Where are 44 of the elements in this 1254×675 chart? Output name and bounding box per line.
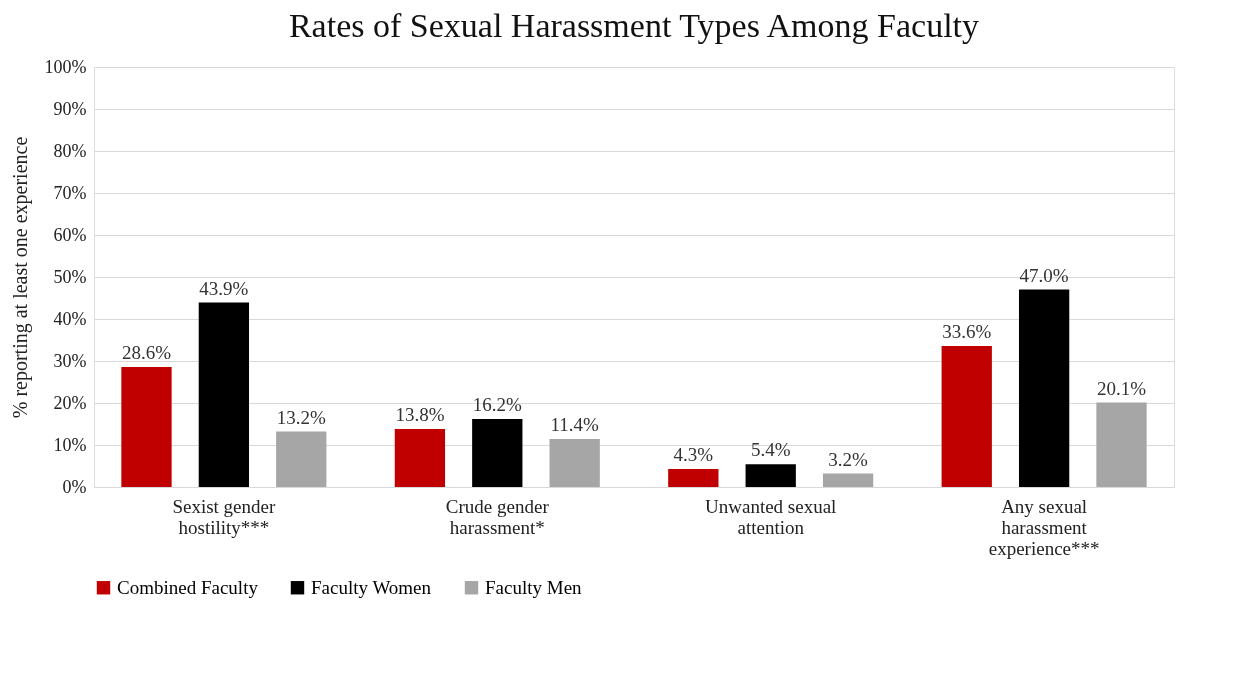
bar <box>198 302 250 487</box>
bar <box>276 431 327 487</box>
y-tick-label: 50% <box>53 266 87 287</box>
data-label: 11.4% <box>550 414 600 436</box>
data-label: 47.0% <box>1019 264 1069 286</box>
data-label: 20.1% <box>1096 377 1147 399</box>
y-tick-label: 70% <box>53 182 87 203</box>
bar <box>745 464 796 487</box>
x-tick-label: Unwanted sexual attention <box>705 495 837 538</box>
data-label: 4.3% <box>673 443 714 465</box>
x-tick-label: Crude gender harassment* <box>445 495 550 538</box>
chart-title: Rates of Sexual Harassment Types Among Faculty <box>288 7 980 44</box>
bar <box>941 345 992 487</box>
bar <box>394 429 446 487</box>
y-axis-title: % reporting at least one experience <box>8 136 32 419</box>
y-tick-label: 0% <box>62 476 87 497</box>
y-tick-label: 10% <box>53 434 87 455</box>
legend-label: Faculty Men <box>485 576 583 598</box>
y-tick-label: 80% <box>53 140 87 161</box>
y-tick-label: 60% <box>53 224 87 245</box>
y-tick-label: 30% <box>53 350 87 371</box>
bar <box>121 366 172 487</box>
data-label: 33.6% <box>942 320 992 342</box>
data-label: 13.2% <box>276 406 326 428</box>
x-tick-label: Any sexual harassment experience*** <box>988 495 1100 559</box>
bar <box>472 418 523 487</box>
x-tick-label: Sexist gender hostility*** <box>172 495 276 538</box>
data-label: 5.4% <box>750 439 791 461</box>
legend-label: Faculty Women <box>311 576 432 598</box>
data-label: 3.2% <box>828 448 869 470</box>
bar <box>822 473 874 487</box>
y-tick-label: 100% <box>44 56 87 77</box>
y-tick-label: 20% <box>53 392 87 413</box>
data-label: 13.8% <box>395 404 445 426</box>
bar <box>1096 402 1147 487</box>
bar <box>549 439 600 487</box>
data-label: 16.2% <box>472 393 522 415</box>
bar <box>668 468 719 487</box>
data-label: 28.6% <box>121 341 172 363</box>
y-tick-label: 40% <box>53 308 87 329</box>
legend-label: Combined Faculty <box>117 576 259 598</box>
y-tick-label: 90% <box>53 98 87 119</box>
bar <box>1018 289 1070 487</box>
data-label: 43.9% <box>199 277 249 299</box>
